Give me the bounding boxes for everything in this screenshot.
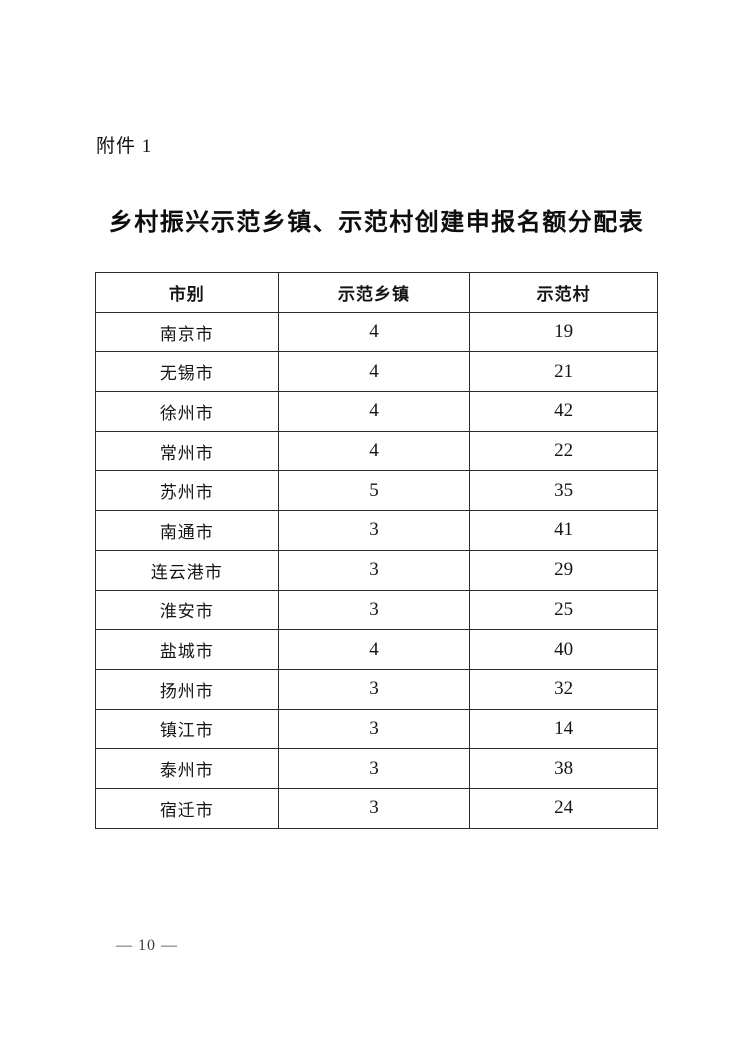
village-count-cell: 40 [469, 629, 658, 670]
city-cell: 淮安市 [95, 589, 279, 631]
township-count-cell: 4 [277, 311, 471, 353]
table-row: 苏州市 5 35 [95, 470, 658, 512]
village-count-cell: 24 [469, 787, 658, 829]
city-cell: 南通市 [95, 510, 279, 551]
city-cell: 泰州市 [95, 748, 279, 789]
page-title: 乡村振兴示范乡镇、示范村创建申报名额分配表 [108, 210, 645, 236]
quota-table-container: 市别 示范乡镇 示范村 南京市 4 19 无锡市 4 21 徐州市 4 42 常州市 4 22 苏州市 5… [95, 272, 658, 829]
attachment-label: 附件 1 [96, 136, 153, 157]
village-count-cell: 29 [469, 549, 658, 591]
village-count-cell: 32 [469, 668, 658, 710]
city-cell: 无锡市 [95, 351, 279, 393]
table-header-row: 市别 示范乡镇 示范村 [95, 272, 658, 313]
table-row: 南通市 3 41 [95, 510, 658, 551]
city-cell: 宿迁市 [95, 787, 279, 829]
table-body: 南京市 4 19 无锡市 4 21 徐州市 4 42 常州市 4 22 苏州市 5 35 南通市 3 41 连云港市… [95, 311, 658, 829]
table-row: 淮安市 3 25 [95, 589, 658, 631]
township-count-cell: 4 [277, 629, 471, 670]
village-count-cell: 21 [469, 351, 658, 393]
city-cell: 连云港市 [95, 549, 279, 591]
township-count-cell: 3 [277, 589, 471, 631]
township-count-cell: 4 [277, 430, 471, 472]
page-number: — 10 — [116, 937, 178, 954]
city-cell: 徐州市 [95, 391, 279, 432]
township-count-cell: 3 [277, 668, 471, 710]
table-row: 常州市 4 22 [95, 430, 658, 472]
village-count-cell: 38 [469, 748, 658, 789]
table-row: 徐州市 4 42 [95, 391, 658, 432]
table-row: 泰州市 3 38 [95, 748, 658, 789]
township-count-cell: 4 [277, 351, 471, 393]
table-row: 连云港市 3 29 [95, 549, 658, 591]
village-count-cell: 42 [469, 391, 658, 432]
header-demo-township: 示范乡镇 [277, 272, 471, 313]
village-count-cell: 14 [469, 708, 658, 750]
township-count-cell: 3 [277, 708, 471, 750]
header-city: 市别 [95, 272, 279, 313]
township-count-cell: 3 [277, 510, 471, 551]
township-count-cell: 3 [277, 787, 471, 829]
township-count-cell: 5 [277, 470, 471, 512]
table-row: 南京市 4 19 [95, 311, 658, 353]
table-row: 宿迁市 3 24 [95, 787, 658, 829]
village-count-cell: 22 [469, 430, 658, 472]
village-count-cell: 19 [469, 311, 658, 353]
village-count-cell: 35 [469, 470, 658, 512]
township-count-cell: 3 [277, 748, 471, 789]
city-cell: 常州市 [95, 430, 279, 472]
city-cell: 盐城市 [95, 629, 279, 670]
township-count-cell: 4 [277, 391, 471, 432]
village-count-cell: 41 [469, 510, 658, 551]
quota-table: 市别 示范乡镇 示范村 南京市 4 19 无锡市 4 21 徐州市 4 42 常州市 4 22 苏州市 5… [95, 272, 658, 829]
township-count-cell: 3 [277, 549, 471, 591]
village-count-cell: 25 [469, 589, 658, 631]
header-demo-village: 示范村 [469, 272, 658, 313]
city-cell: 苏州市 [95, 470, 279, 512]
city-cell: 南京市 [95, 311, 279, 353]
city-cell: 扬州市 [95, 668, 279, 710]
city-cell: 镇江市 [95, 708, 279, 750]
table-row: 扬州市 3 32 [95, 668, 658, 710]
table-row: 无锡市 4 21 [95, 351, 658, 393]
table-row: 镇江市 3 14 [95, 708, 658, 750]
table-row: 盐城市 4 40 [95, 629, 658, 670]
